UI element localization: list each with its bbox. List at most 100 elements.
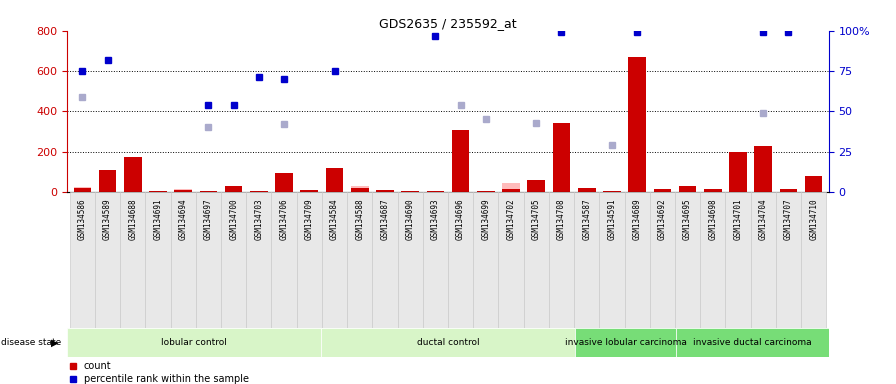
Bar <box>729 152 747 192</box>
Bar <box>70 192 95 328</box>
Bar <box>297 192 322 328</box>
Text: GSM134708: GSM134708 <box>557 199 566 240</box>
Text: GSM134700: GSM134700 <box>229 199 238 240</box>
Bar <box>503 183 520 192</box>
Bar <box>575 328 676 357</box>
Text: GSM134710: GSM134710 <box>809 199 818 240</box>
Bar <box>498 192 523 328</box>
Text: GSM134688: GSM134688 <box>128 199 137 240</box>
Text: GSM134690: GSM134690 <box>406 199 415 240</box>
Text: ductal control: ductal control <box>417 338 479 347</box>
Text: GSM134692: GSM134692 <box>658 199 667 240</box>
Text: GSM134587: GSM134587 <box>582 199 591 240</box>
Bar <box>599 192 625 328</box>
Bar <box>196 192 221 328</box>
Bar <box>528 180 545 192</box>
Bar <box>250 191 268 192</box>
Text: lobular control: lobular control <box>161 338 227 347</box>
Bar <box>73 188 91 192</box>
Bar <box>754 146 772 192</box>
Bar <box>95 192 120 328</box>
Text: GSM134705: GSM134705 <box>531 199 541 240</box>
Text: invasive ductal carcinoma: invasive ductal carcinoma <box>694 338 812 347</box>
Text: GSM134707: GSM134707 <box>784 199 793 240</box>
Text: count: count <box>84 361 112 371</box>
Text: GSM134694: GSM134694 <box>178 199 187 240</box>
Text: GSM134697: GSM134697 <box>204 199 213 240</box>
Bar <box>578 188 596 192</box>
Bar <box>704 189 721 192</box>
Bar <box>523 192 549 328</box>
Text: GSM134699: GSM134699 <box>481 199 490 240</box>
Bar <box>448 192 473 328</box>
Bar <box>373 192 398 328</box>
Bar <box>603 191 621 192</box>
Bar <box>675 192 700 328</box>
Bar <box>351 186 368 192</box>
Text: GSM134709: GSM134709 <box>305 199 314 240</box>
Text: GSM134704: GSM134704 <box>759 199 768 240</box>
Bar <box>67 328 321 357</box>
Bar <box>351 188 368 192</box>
Bar <box>175 189 192 192</box>
Bar <box>679 186 696 192</box>
Bar <box>780 190 797 192</box>
Bar <box>170 192 196 328</box>
Bar <box>426 191 444 192</box>
Title: GDS2635 / 235592_at: GDS2635 / 235592_at <box>379 17 517 30</box>
Bar <box>300 190 318 192</box>
Bar <box>401 191 419 192</box>
Bar <box>200 191 217 192</box>
Text: percentile rank within the sample: percentile rank within the sample <box>84 374 249 384</box>
Bar <box>578 190 596 192</box>
Bar <box>653 189 671 192</box>
Bar <box>549 192 574 328</box>
Text: invasive lobular carcinoma: invasive lobular carcinoma <box>564 338 686 347</box>
Bar <box>73 187 91 192</box>
Bar <box>473 192 498 328</box>
Text: GSM134591: GSM134591 <box>607 199 616 240</box>
Text: GSM134698: GSM134698 <box>709 199 718 240</box>
Bar <box>628 57 646 192</box>
Text: GSM134588: GSM134588 <box>355 199 365 240</box>
Bar <box>726 192 751 328</box>
Bar <box>120 192 145 328</box>
Bar <box>625 192 650 328</box>
Bar <box>452 129 470 192</box>
Bar <box>776 192 801 328</box>
Bar <box>477 191 495 192</box>
Bar <box>325 168 343 192</box>
Bar <box>503 189 520 192</box>
Bar <box>145 192 170 328</box>
Bar <box>321 328 575 357</box>
Text: GSM134696: GSM134696 <box>456 199 465 240</box>
Text: GSM134701: GSM134701 <box>734 199 743 240</box>
Bar <box>124 157 142 192</box>
Bar <box>805 176 823 192</box>
Bar <box>246 192 271 328</box>
Bar <box>553 124 571 192</box>
Text: GSM134703: GSM134703 <box>254 199 263 240</box>
Text: GSM134706: GSM134706 <box>280 199 289 240</box>
Text: GSM134702: GSM134702 <box>506 199 515 240</box>
Bar <box>650 192 675 328</box>
Text: GSM134584: GSM134584 <box>330 199 339 240</box>
Bar <box>221 192 246 328</box>
Bar <box>175 190 192 192</box>
Text: GSM134695: GSM134695 <box>683 199 692 240</box>
Text: GSM134589: GSM134589 <box>103 199 112 240</box>
Bar <box>801 192 826 328</box>
Bar <box>347 192 373 328</box>
Bar <box>99 170 116 192</box>
Text: GSM134691: GSM134691 <box>153 199 162 240</box>
Text: GSM134689: GSM134689 <box>633 199 642 240</box>
Bar <box>676 328 829 357</box>
Text: GSM134586: GSM134586 <box>78 199 87 240</box>
Text: GSM134693: GSM134693 <box>431 199 440 240</box>
Text: disease state: disease state <box>1 338 61 347</box>
Bar <box>780 189 797 192</box>
Bar <box>423 192 448 328</box>
Bar <box>751 192 776 328</box>
Bar <box>271 192 297 328</box>
Text: ▶: ▶ <box>51 338 58 348</box>
